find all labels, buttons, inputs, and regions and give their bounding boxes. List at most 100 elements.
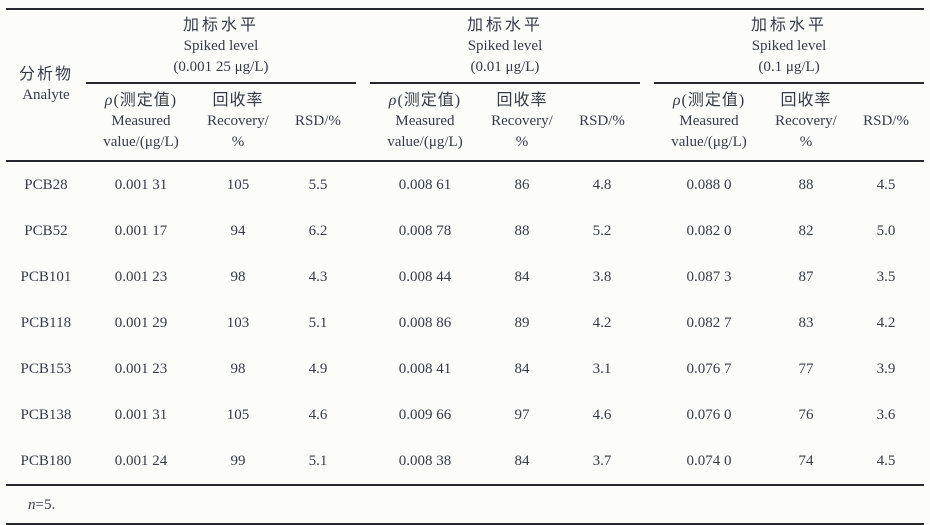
group1-level: (0.001 25 μg/L) [173, 59, 269, 75]
rsd-cell: 4.3 [308, 268, 328, 285]
recovery-cell: 98 [230, 360, 246, 377]
footnote-text: =5. [35, 497, 56, 513]
measured-cell: 0.076 0 [686, 406, 732, 423]
rho-symbol: ρ [104, 92, 114, 109]
spacer [356, 300, 370, 346]
table-footnote: n=5. [6, 486, 924, 525]
rsd-cell: 3.7 [563, 438, 640, 486]
rsd-cell: 4.5 [848, 438, 925, 486]
measured-cell: 0.001 17 [114, 222, 168, 239]
rsd-cell: 3.8 [592, 268, 612, 285]
table-header: 分析物 Analyte 加标水平 Spiked level (0.001 25 … [5, 9, 925, 162]
measured-cell: 0.008 78 [398, 222, 452, 239]
table-row: PCB180 0.001 24 99 5.1 0.008 38 84 3.7 0… [5, 438, 925, 486]
group-header-level1: 加标水平 Spiked level (0.001 25 μg/L) [85, 9, 356, 84]
rsd-cell: 4.8 [592, 176, 612, 193]
spacer [356, 254, 370, 300]
spacer [355, 438, 370, 486]
rho-symbol: ρ [388, 92, 398, 109]
rsd-cell: 4.2 [876, 314, 896, 331]
recovery-cell: 83 [798, 314, 814, 331]
group-header-row: 分析物 Analyte 加标水平 Spiked level (0.001 25 … [5, 9, 925, 162]
group3-title-en: Spiked level [751, 38, 827, 54]
rsd-cell: 4.6 [592, 406, 612, 423]
measured-cell: 0.076 7 [686, 360, 732, 377]
rsd-cell: 3.6 [876, 406, 896, 423]
rsd-cell: 3.1 [592, 360, 612, 377]
spike-recovery-table: 分析物 Analyte 加标水平 Spiked level (0.001 25 … [5, 8, 925, 486]
table-row: PCB28 0.001 31 105 5.5 0.008 61 86 4.8 0… [6, 161, 924, 208]
analyte-cell: PCB180 [5, 438, 86, 486]
measured-cell: 0.001 23 [114, 360, 168, 377]
analyte-header-en: Analyte [22, 87, 70, 103]
spacer [356, 161, 370, 208]
measured-cell: 0.008 38 [369, 438, 480, 486]
spacer [356, 208, 370, 254]
g1-rsd-header: RSD/% [279, 83, 356, 162]
measured-cell: 0.008 61 [398, 176, 452, 193]
recovery-cell: 77 [798, 360, 814, 377]
rsd-cell: 6.2 [308, 222, 328, 239]
analyte-cell: PCB118 [20, 314, 72, 331]
g2-rsd-header: RSD/% [563, 83, 640, 162]
group2-title-en: Spiked level [467, 38, 543, 54]
recovery-cell: 99 [195, 438, 280, 486]
n-symbol: n [28, 497, 36, 513]
recovery-cell: 89 [514, 314, 530, 331]
measured-cell: 0.008 44 [398, 268, 452, 285]
recovery-cell: 82 [798, 222, 814, 239]
spacer [640, 392, 654, 438]
subheader-row: ρ(测定值) Measured value/(μg/L) 回收率 Recover… [6, 83, 925, 162]
g3-rsd-header: RSD/% [848, 83, 925, 162]
rsd-cell: 3.5 [876, 268, 896, 285]
table-row: PCB138 0.001 31 105 4.6 0.009 66 97 4.6 … [6, 392, 924, 438]
spacer [640, 9, 654, 162]
recovery-cell: 76 [798, 406, 814, 423]
spacer [355, 9, 370, 162]
group3-title-zh: 加标水平 [751, 17, 828, 34]
rho-symbol: ρ [672, 92, 682, 109]
recovery-cell: 84 [514, 360, 530, 377]
table-row: PCB52 0.001 17 94 6.2 0.008 78 88 5.2 0.… [6, 208, 924, 254]
measured-cell: 0.088 0 [686, 176, 732, 193]
table-body: PCB28 0.001 31 105 5.5 0.008 61 86 4.8 0… [5, 161, 925, 486]
measured-cell: 0.082 0 [686, 222, 732, 239]
group1-title-zh: 加标水平 [182, 17, 259, 34]
measured-cell: 0.074 0 [654, 438, 764, 486]
recovery-cell: 103 [226, 314, 250, 331]
measured-cell: 0.009 66 [398, 406, 452, 423]
g1-measured-header: ρ(测定值) Measured value/(μg/L) [85, 83, 196, 162]
measured-cell: 0.087 3 [686, 268, 732, 285]
recovery-cell: 97 [514, 406, 530, 423]
measured-cell: 0.001 31 [114, 406, 168, 423]
g1-recovery-header: 回收率 Recovery/ % [195, 83, 280, 162]
table-row: PCB153 0.001 23 98 4.9 0.008 41 84 3.1 0… [6, 346, 924, 392]
group1-title-en: Spiked level [183, 38, 259, 54]
table-row: PCB101 0.001 23 98 4.3 0.008 44 84 3.8 0… [6, 254, 924, 300]
recovery-cell: 84 [514, 268, 530, 285]
recovery-cell: 87 [798, 268, 814, 285]
measured-cell: 0.001 29 [114, 314, 168, 331]
measured-cell: 0.001 24 [85, 438, 196, 486]
analyte-cell: PCB138 [20, 406, 72, 423]
spacer [640, 438, 654, 486]
analyte-cell: PCB52 [24, 222, 68, 239]
rsd-cell: 5.2 [592, 222, 612, 239]
recovery-cell: 88 [514, 222, 530, 239]
spacer [640, 208, 654, 254]
recovery-cell: 98 [230, 268, 246, 285]
spacer [640, 346, 654, 392]
measured-cell: 0.001 23 [114, 268, 168, 285]
recovery-cell: 74 [764, 438, 848, 486]
rsd-cell: 4.2 [592, 314, 612, 331]
recovery-cell: 84 [479, 438, 564, 486]
spacer [640, 161, 654, 208]
group3-level: (0.1 μg/L) [758, 59, 820, 75]
rsd-cell: 5.0 [876, 222, 896, 239]
analyte-cell: PCB153 [20, 360, 72, 377]
measured-cell: 0.008 86 [398, 314, 452, 331]
rsd-cell: 4.5 [876, 176, 896, 193]
analyte-cell: PCB101 [20, 268, 72, 285]
rsd-cell: 4.9 [308, 360, 328, 377]
recovery-cell: 105 [226, 406, 250, 423]
